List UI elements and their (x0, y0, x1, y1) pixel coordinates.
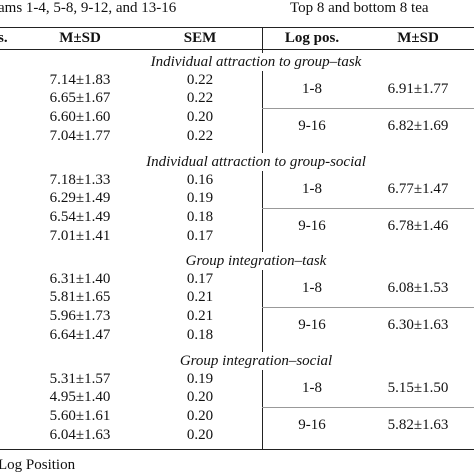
cell-msd: 6.04±1.63 (49, 426, 111, 443)
cell-msd-group: 6.30±1.63 (387, 317, 449, 333)
cell-sem: 0.17 (186, 227, 214, 244)
cell-msd-group: 5.82±1.63 (387, 416, 449, 433)
cell-sem: 0.16 (186, 171, 214, 188)
cell-sem: 0.19 (186, 189, 214, 206)
cell-msd-group: 5.15±1.50 (387, 379, 449, 396)
right-caption: Top 8 and bottom 8 tea (290, 0, 429, 16)
section-title: Individual attraction to group-social (143, 152, 369, 171)
cell-msd-group: 6.91±1.77 (387, 81, 449, 97)
cell-msd: 7.14±1.83 (49, 72, 111, 88)
cell-msd: 6.54±1.49 (49, 208, 111, 225)
cell-log-pos: 9-16 (298, 416, 326, 433)
left-caption: ams 1-4, 5-8, 9-12, and 13-16 (0, 0, 177, 16)
cell-msd: 5.31±1.57 (49, 370, 111, 387)
cell-msd: 4.95±1.40 (49, 388, 111, 405)
cell-log-pos: 9-16 (298, 118, 326, 134)
section-title: Individual attraction to group–task (147, 53, 365, 71)
cell-sem: 0.21 (186, 308, 214, 324)
cell-sem: 0.20 (186, 407, 214, 424)
cell-msd: 6.64±1.47 (49, 327, 111, 343)
column-header: M±SD (59, 30, 101, 46)
cell-sem: 0.21 (186, 289, 214, 305)
cell-log-pos: 9-16 (298, 217, 326, 234)
group-divider (262, 406, 474, 408)
cell-msd: 7.18±1.33 (49, 171, 111, 188)
cell-msd-group: 6.78±1.46 (387, 217, 449, 234)
footnote: Log Position (0, 457, 76, 473)
cell-sem: 0.20 (186, 426, 214, 443)
cell-sem: 0.18 (186, 327, 214, 343)
section-title: Group integration–task (182, 252, 330, 270)
cell-sem: 0.22 (186, 128, 214, 144)
cell-sem: 0.19 (186, 370, 214, 387)
header-rule (0, 49, 474, 50)
cell-log-pos: 1-8 (302, 180, 322, 197)
cell-msd-group: 6.77±1.47 (387, 180, 449, 197)
column-header: s. (0, 30, 8, 46)
group-divider (262, 207, 474, 209)
cell-sem: 0.20 (186, 388, 214, 405)
cell-msd: 6.60±1.60 (49, 109, 111, 125)
cell-msd-group: 6.82±1.69 (387, 118, 449, 134)
column-header: SEM (183, 30, 217, 46)
column-header: M±SD (397, 30, 439, 46)
cell-msd: 6.29±1.49 (49, 189, 111, 206)
cell-sem: 0.22 (186, 72, 214, 88)
cell-msd: 6.65±1.67 (49, 90, 111, 106)
cell-sem: 0.18 (186, 208, 214, 225)
cell-msd-group: 6.08±1.53 (387, 280, 449, 296)
cell-msd: 5.81±1.65 (49, 289, 111, 305)
column-header: Log pos. (284, 30, 340, 46)
cell-log-pos: 1-8 (302, 81, 322, 97)
column-divider (262, 27, 263, 449)
cell-msd: 6.31±1.40 (49, 271, 111, 287)
group-divider (262, 108, 474, 109)
section-title: Group integration–social (176, 351, 336, 370)
top-rule (0, 27, 474, 28)
cell-log-pos: 9-16 (298, 317, 326, 333)
cell-sem: 0.20 (186, 109, 214, 125)
cell-sem: 0.17 (186, 271, 214, 287)
group-divider (262, 307, 474, 308)
cell-msd: 5.60±1.61 (49, 407, 111, 424)
cell-msd: 5.96±1.73 (49, 308, 111, 324)
cell-sem: 0.22 (186, 90, 214, 106)
cell-log-pos: 1-8 (302, 280, 322, 296)
cell-msd: 7.04±1.77 (49, 128, 111, 144)
cell-msd: 7.01±1.41 (49, 227, 111, 244)
bottom-rule (0, 449, 474, 450)
cell-log-pos: 1-8 (302, 379, 322, 396)
